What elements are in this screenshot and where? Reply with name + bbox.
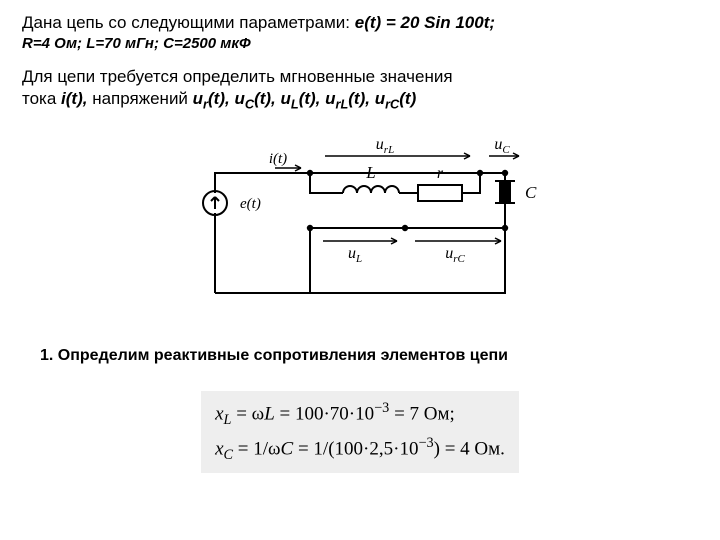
label-r: r <box>437 165 444 182</box>
task-block: Для цепи требуется определить мгновенные… <box>22 66 698 113</box>
formula-xl: xL = ωL = 100·70·10−3 = 7 Ом; <box>215 397 505 432</box>
circuit-diagram: urL uC i(t) L r C e(t) uL urC <box>22 123 698 313</box>
intro-line: Дана цепь со следующими параметрами: e(t… <box>22 12 698 33</box>
label-et: e(t) <box>240 196 261 212</box>
label-url: urL <box>376 136 394 156</box>
label-uL: uL <box>348 245 362 265</box>
formula-box: xL = ωL = 100·70·10−3 = 7 Ом; xC = 1/ωC … <box>201 391 519 473</box>
task-it: i(t), <box>61 89 87 108</box>
intro-prefix: Дана цепь со следующими параметрами: <box>22 13 355 32</box>
label-it: i(t) <box>269 151 287 167</box>
circuit-svg: urL uC i(t) L r C e(t) uL urC <box>175 123 545 313</box>
task-line1: Для цепи требуется определить мгновенные… <box>22 67 453 86</box>
emf-expr: e(t) = 20 Sin 100t; <box>355 13 495 32</box>
task-ur: ur(t), uС(t), uL(t), urL(t), urC(t) <box>193 89 417 108</box>
page-root: Дана цепь со следующими параметрами: e(t… <box>0 0 720 485</box>
step-1-heading: 1. Определим реактивные сопротивления эл… <box>40 347 698 365</box>
formula-xc: xC = 1/ωC = 1/(100·2,5·10−3) = 4 Ом. <box>215 432 505 467</box>
param-line: R=4 Ом; L=70 мГн; С=2500 мкФ <box>22 35 698 52</box>
task-line2-prefix: тока <box>22 89 61 108</box>
formula-block: xL = ωL = 100·70·10−3 = 7 Ом; xC = 1/ωC … <box>22 391 698 473</box>
label-C: C <box>525 183 537 202</box>
task-mid: напряжений <box>87 89 192 108</box>
label-L: L <box>365 163 375 182</box>
label-uc-top: uC <box>494 136 510 156</box>
label-urc: urC <box>445 245 465 265</box>
